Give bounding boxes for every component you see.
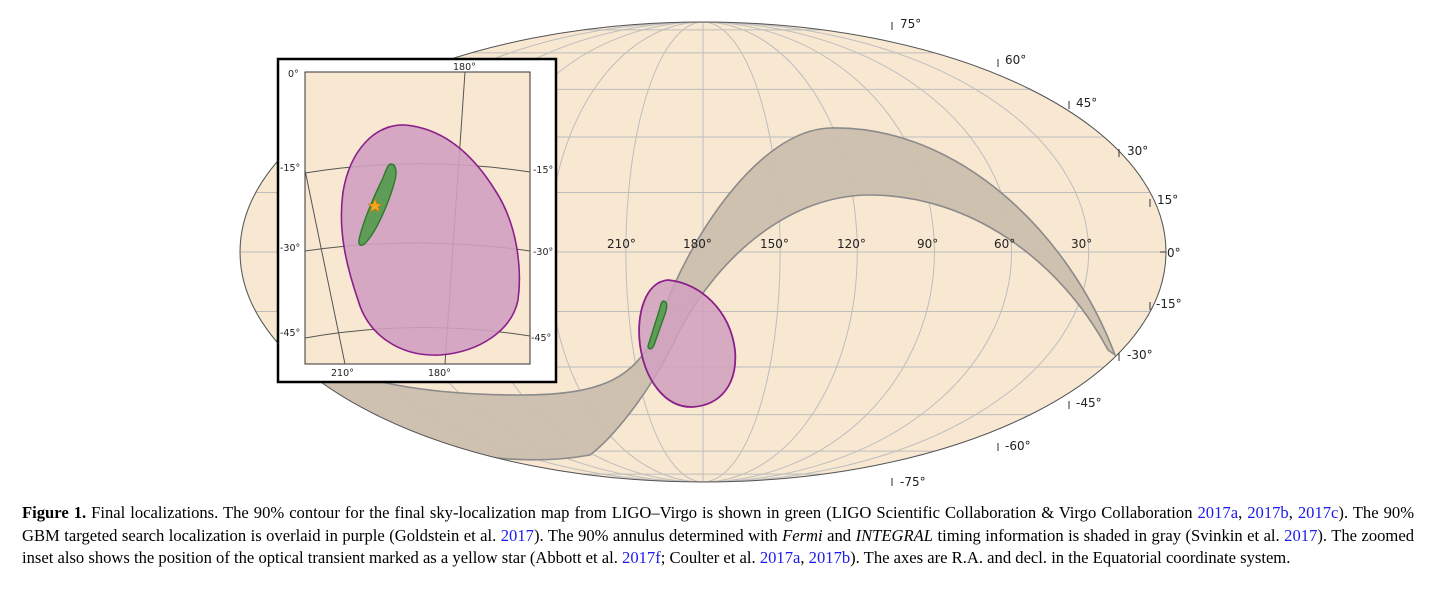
sky-localization-figure: 75° 60° 45° 30° 15° 0° -15° -30° -45° -6… <box>239 17 1182 489</box>
citation-link[interactable]: 2017c <box>1297 503 1339 522</box>
dec-label: -15° <box>1156 297 1182 311</box>
grid-meridian <box>702 22 858 482</box>
inset-right-dec-label: -30° <box>533 247 553 258</box>
caption-text: ). The zoomed inset also shows the posit… <box>22 525 1414 568</box>
inset-left-dec-label: -30° <box>280 243 300 254</box>
optical-transient-star <box>367 198 383 213</box>
dec-label: 30° <box>1127 144 1148 158</box>
caption-label: Figure 1. <box>22 503 87 522</box>
citation-link[interactable]: 2017a <box>1197 503 1239 522</box>
dec-label: -45° <box>1076 396 1102 410</box>
citation-link[interactable]: 2017a <box>759 548 801 567</box>
inset-right-dec-label: -15° <box>533 165 553 176</box>
caption-fermi: Fermi <box>782 525 823 545</box>
grid-meridian <box>702 22 781 482</box>
inset-top-label-180: 180° <box>453 62 476 73</box>
dec-label: 75° <box>900 17 921 31</box>
inset-bottom-ra-label: 210° <box>331 368 354 379</box>
inset-bottom-ra-label: 180° <box>428 368 451 379</box>
caption-integral: INTEGRAL <box>855 525 934 545</box>
dec-label: -30° <box>1127 348 1153 362</box>
dec-axis-labels: 75° 60° 45° 30° 15° 0° -15° -30° -45° -6… <box>900 17 1182 489</box>
ra-label: 150° <box>760 237 789 251</box>
caption-text: ). The 90% GBM targeted search localizat… <box>22 503 1415 545</box>
zoomed-inset: 0° 180° -15° -30° -45° -15° -30° -45° 21… <box>276 57 558 384</box>
citation-link[interactable]: 2017b <box>1247 503 1289 522</box>
dec-label: 0° <box>1167 246 1181 260</box>
grid-meridian <box>625 22 704 482</box>
citation-link[interactable]: 2017f <box>622 548 661 567</box>
ra-label: 90° <box>917 237 938 251</box>
ra-label: 30° <box>1071 237 1092 251</box>
figure-caption: Figure 1. Final localizations. The 90% c… <box>22 502 1414 570</box>
dec-label: 15° <box>1157 193 1178 207</box>
inset-top-label-0: 0° <box>288 69 299 80</box>
caption-text: ; Coulter et al. <box>660 548 760 567</box>
ra-label: 210° <box>607 237 636 251</box>
caption-text: , <box>800 548 809 567</box>
caption-text: , <box>1288 503 1298 522</box>
dec-tick-marks <box>891 22 1166 486</box>
grid-meridian <box>702 22 935 482</box>
ra-label: 180° <box>683 237 712 251</box>
citation-link[interactable]: 2017b <box>808 548 851 567</box>
grid-meridian <box>702 22 1013 482</box>
inset-right-dec-label: -45° <box>531 333 551 344</box>
caption-text: ). The 90% annulus determined with <box>533 525 783 545</box>
citation-link[interactable]: 2017 <box>500 525 534 545</box>
caption-text: and <box>822 525 856 545</box>
dec-label: -60° <box>1005 439 1031 453</box>
caption-text: timing information is shaded in gray (Sv… <box>933 525 1285 545</box>
grid-meridian <box>702 22 1090 482</box>
dec-label: -75° <box>900 475 926 489</box>
ra-axis-labels: 210° 180° 150° 120° 90° 60° 30° <box>607 237 1092 251</box>
ligo-virgo-localization <box>647 300 668 350</box>
dec-label: 60° <box>1005 53 1026 67</box>
inset-left-dec-label: -45° <box>280 328 300 339</box>
citation-link[interactable]: 2017 <box>1284 525 1318 545</box>
ra-label: 60° <box>994 237 1015 251</box>
caption-text: ). The axes are R.A. and decl. in the Eq… <box>850 548 1291 567</box>
inset-left-dec-label: -15° <box>280 163 300 174</box>
dec-label: 45° <box>1076 96 1097 110</box>
ra-label: 120° <box>837 237 866 251</box>
caption-text: Final localizations. The 90% contour for… <box>86 503 1198 522</box>
caption-text: , <box>1238 503 1248 522</box>
